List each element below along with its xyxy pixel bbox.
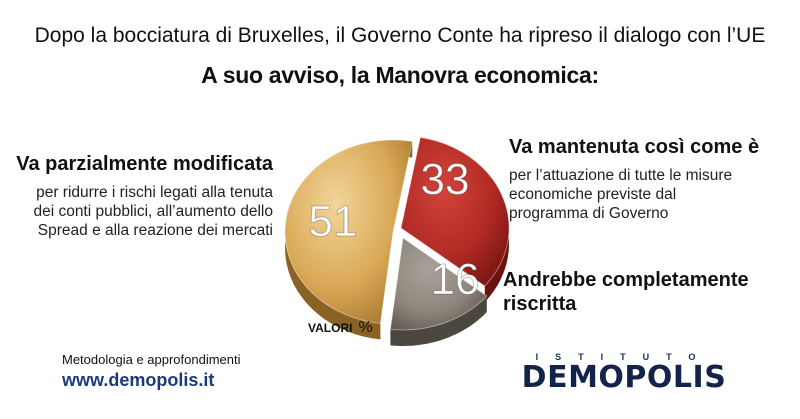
slice-label-keep: Va mantenuta così come è xyxy=(509,136,760,158)
slice-desc-keep: per l’attuazione di tutte le misure econ… xyxy=(509,167,733,222)
demopolis-logo: ISTITUTO DEMOPOLIS xyxy=(508,352,740,395)
slice-label-partial: Va parzialmente modificata xyxy=(16,153,273,175)
unit-label: VALORI xyxy=(308,321,353,335)
slice-value-keep: 33 xyxy=(421,155,470,204)
methodology-note: Metodologia e approfondimenti xyxy=(62,352,241,367)
slice-desc-partial: per ridurre i rischi legati alla tenuta … xyxy=(33,184,273,239)
slice-side-rewrite xyxy=(390,296,487,346)
slice-value-partial: 51 xyxy=(309,197,358,246)
unit-symbol: % xyxy=(358,319,373,336)
logo-main-text: DEMOPOLIS xyxy=(521,360,727,395)
slice-keep xyxy=(400,136,510,287)
chart-title: A suo avviso, la Manovra economica: xyxy=(201,62,599,88)
website-link[interactable]: www.demopolis.it xyxy=(62,370,215,390)
slice-partial xyxy=(284,139,413,324)
unit-note: VALORI% xyxy=(308,319,373,337)
slice-rewrite xyxy=(389,237,488,331)
chart-subtitle: Dopo la bocciatura di Bruxelles, il Gove… xyxy=(34,24,766,47)
slice-label-rewrite: Andrebbe completamente riscritta xyxy=(503,269,749,315)
logo-top-text: ISTITUTO xyxy=(535,352,713,362)
slice-value-rewrite: 16 xyxy=(431,255,480,304)
